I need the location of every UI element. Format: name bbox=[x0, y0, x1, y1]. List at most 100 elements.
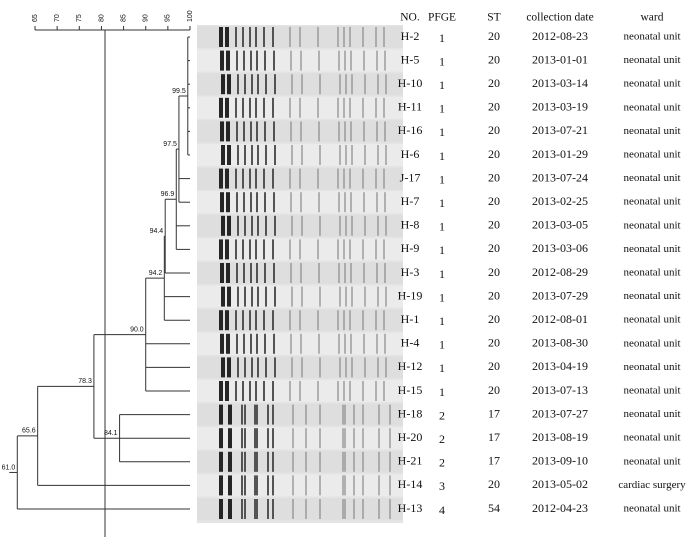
table-cell: 2 bbox=[439, 408, 445, 422]
gel-band bbox=[244, 499, 246, 519]
gel-band bbox=[351, 216, 353, 236]
gel-band bbox=[305, 475, 307, 495]
gel-band bbox=[225, 98, 229, 118]
gel-band bbox=[345, 216, 347, 236]
gel-band bbox=[375, 310, 377, 330]
gel-band bbox=[290, 51, 292, 71]
table-cell: H-19 bbox=[398, 288, 423, 302]
table-cell: cardiac surgery bbox=[618, 479, 686, 491]
gel-band bbox=[385, 357, 387, 377]
gel-band bbox=[337, 27, 339, 47]
table-cell: neonatal unit bbox=[623, 432, 680, 444]
gel-band bbox=[264, 263, 266, 283]
gel-band bbox=[342, 475, 344, 495]
node-label: 65.6 bbox=[22, 428, 36, 435]
gel-band bbox=[228, 405, 232, 425]
gel-band bbox=[244, 452, 246, 472]
gel-band bbox=[264, 334, 266, 354]
table-cell: 2012-08-29 bbox=[532, 265, 588, 279]
table-cell: neonatal unit bbox=[623, 361, 680, 373]
gel-band bbox=[220, 121, 224, 141]
table-cell: 1 bbox=[439, 54, 445, 68]
gel-band bbox=[251, 74, 253, 94]
table-cell: 2012-08-01 bbox=[532, 312, 588, 326]
gel-band bbox=[235, 310, 237, 330]
gel-band bbox=[378, 475, 380, 495]
gel-band bbox=[236, 121, 238, 141]
gel-band bbox=[351, 74, 353, 94]
gel-band bbox=[272, 239, 274, 259]
table-cell: H-10 bbox=[398, 76, 423, 90]
gel-band bbox=[301, 74, 303, 94]
scale-tick-label: 85 bbox=[120, 14, 127, 22]
table-cell: 2013-07-21 bbox=[532, 123, 588, 137]
gel-band bbox=[343, 169, 345, 189]
gel-band bbox=[243, 192, 245, 212]
table-cell: 1 bbox=[439, 196, 445, 210]
gel-band bbox=[384, 192, 386, 212]
node-label: 84.1 bbox=[104, 430, 118, 437]
table-cell: H-1 bbox=[401, 312, 420, 326]
gel-band bbox=[377, 145, 379, 165]
gel-band bbox=[342, 452, 344, 472]
gel-band bbox=[235, 381, 237, 401]
table-cell: neonatal unit bbox=[623, 503, 680, 515]
gel-band bbox=[384, 334, 386, 354]
table-cell: 2012-04-23 bbox=[532, 501, 588, 515]
gel-band bbox=[225, 381, 229, 401]
table-cell: neonatal unit bbox=[623, 54, 680, 66]
gel-band bbox=[344, 263, 346, 283]
gel-band bbox=[301, 145, 303, 165]
gel-band bbox=[339, 74, 341, 94]
gel-band bbox=[338, 51, 340, 71]
table-cell: 2013-03-14 bbox=[532, 76, 588, 90]
table-cell: 2013-03-05 bbox=[532, 218, 588, 232]
table-cell: 2013-07-13 bbox=[532, 383, 588, 397]
gel-band bbox=[378, 452, 380, 472]
gel-band bbox=[272, 405, 274, 425]
table-cell: H-5 bbox=[401, 52, 420, 66]
gel-band bbox=[350, 334, 352, 354]
gel-band bbox=[318, 192, 320, 212]
table-cell: 17 bbox=[488, 454, 500, 468]
gel-band bbox=[221, 145, 225, 165]
gel-band bbox=[236, 51, 238, 71]
gel-band bbox=[228, 475, 232, 495]
gel-band bbox=[257, 145, 259, 165]
gel-band bbox=[244, 428, 246, 448]
gel-band bbox=[235, 27, 237, 47]
gel-band bbox=[274, 216, 276, 236]
gel-band bbox=[291, 145, 293, 165]
table-cell: 2013-05-02 bbox=[532, 477, 588, 491]
gel-band bbox=[267, 499, 269, 519]
gel-band bbox=[272, 169, 274, 189]
gel-band bbox=[389, 452, 391, 472]
gel-band bbox=[344, 192, 346, 212]
gel-band bbox=[220, 51, 224, 71]
table-cell: 20 bbox=[488, 29, 500, 43]
gel-band bbox=[255, 381, 257, 401]
gel-band bbox=[227, 216, 231, 236]
gel-band bbox=[220, 263, 224, 283]
gel-band bbox=[377, 287, 379, 307]
gel-band bbox=[226, 263, 230, 283]
gel-band bbox=[383, 239, 385, 259]
table-cell: 2013-01-29 bbox=[532, 147, 588, 161]
table-cell: neonatal unit bbox=[623, 78, 680, 90]
gel-band bbox=[251, 145, 253, 165]
node-label: 94.4 bbox=[150, 228, 164, 235]
gel-band bbox=[274, 74, 276, 94]
gel-band bbox=[349, 239, 351, 259]
gel-band bbox=[241, 499, 243, 519]
table-cell: H-4 bbox=[401, 336, 420, 350]
gel-band bbox=[235, 98, 237, 118]
gel-band bbox=[265, 216, 267, 236]
gel-band bbox=[344, 499, 346, 519]
gel-band bbox=[242, 239, 244, 259]
gel-band bbox=[256, 405, 258, 425]
gel-band bbox=[363, 51, 365, 71]
gel-band bbox=[364, 145, 366, 165]
gel-band bbox=[337, 169, 339, 189]
table-cell: 1 bbox=[439, 385, 445, 399]
table-cell: H-16 bbox=[398, 123, 423, 137]
